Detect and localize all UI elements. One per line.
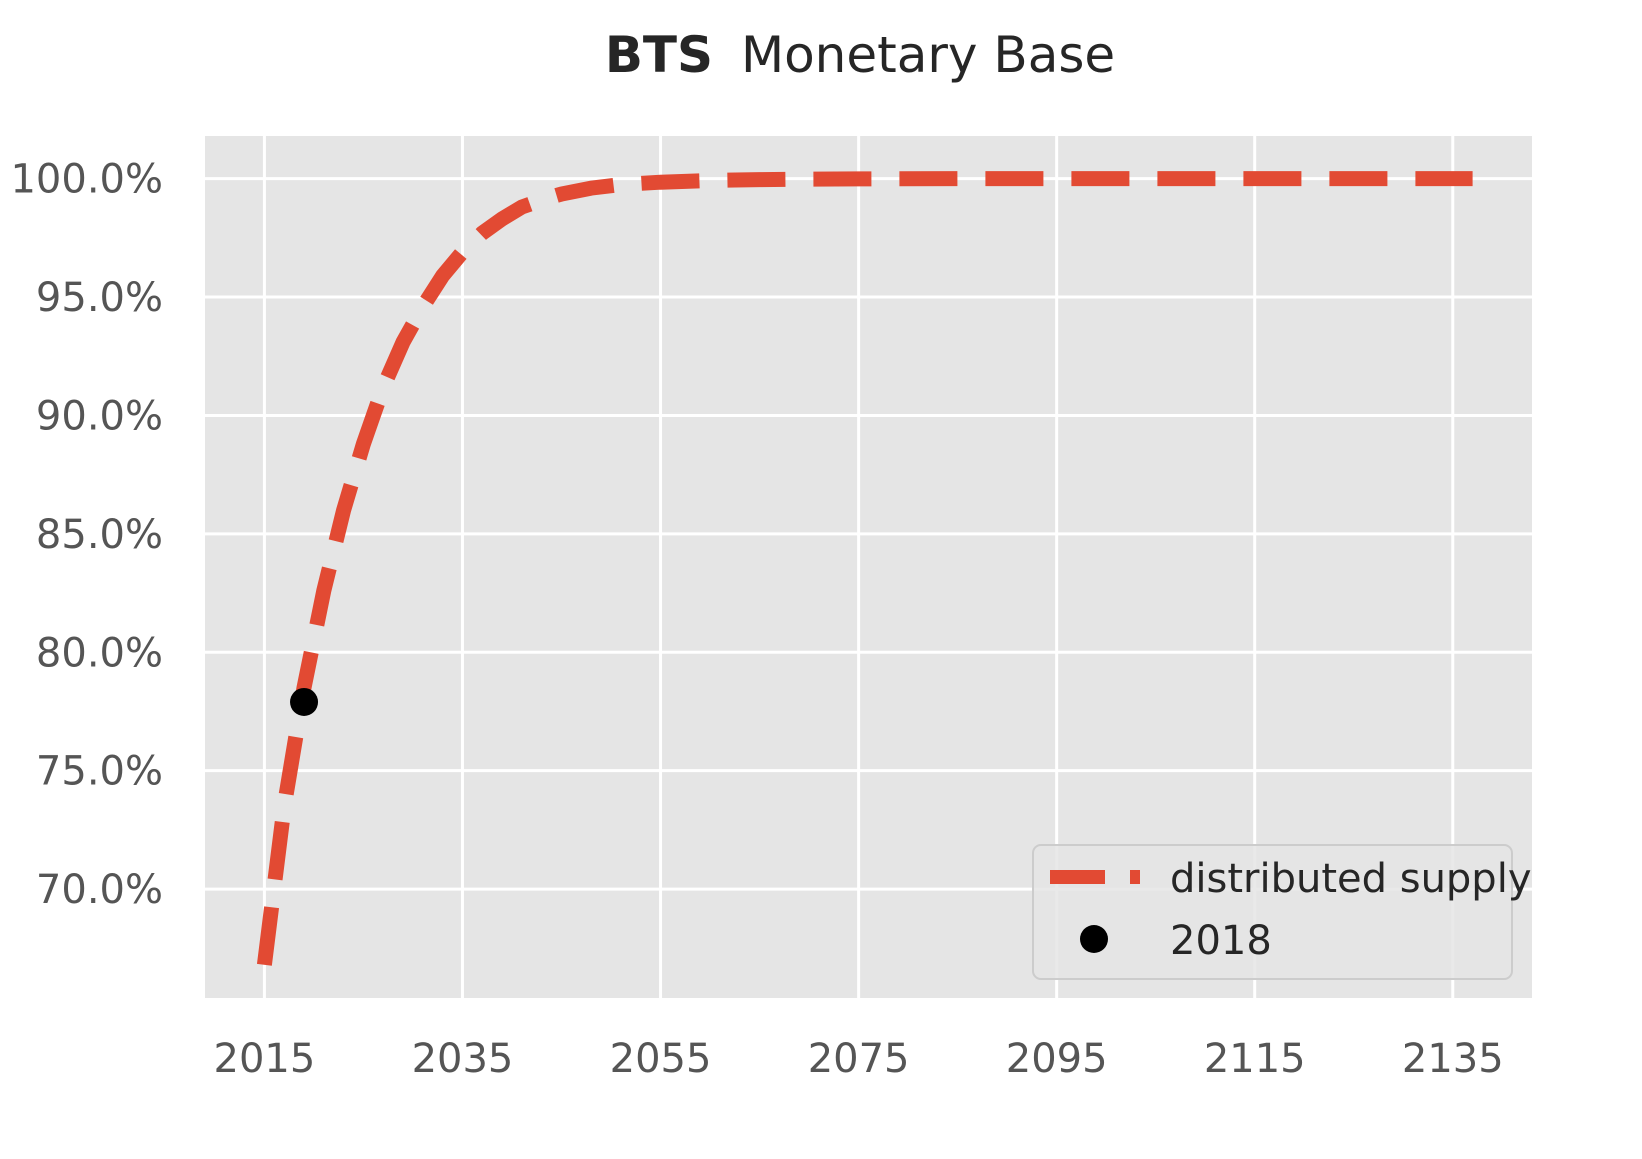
y-tick-label: 80.0% <box>36 630 163 676</box>
y-tick-label: 75.0% <box>36 749 163 795</box>
legend-marker-swatch <box>1080 925 1108 953</box>
y-tick-label: 90.0% <box>36 393 163 439</box>
series-layer <box>256 171 1473 966</box>
y-tick-label: 100.0% <box>10 157 163 203</box>
legend: distributed supply 2018 <box>1032 844 1531 980</box>
x-axis-tick-labels: 2015 2035 2055 2075 2095 2115 2135 <box>214 1036 1504 1082</box>
y-tick-label: 85.0% <box>36 512 163 558</box>
x-tick-label: 2015 <box>214 1036 316 1082</box>
y-tick-label: 70.0% <box>36 867 163 913</box>
chart-title: BTS Monetary Base <box>605 26 1115 84</box>
chart-title-rest: Monetary Base <box>741 26 1115 84</box>
x-tick-label: 2135 <box>1402 1036 1504 1082</box>
x-tick-label: 2055 <box>610 1036 712 1082</box>
x-tick-label: 2035 <box>412 1036 514 1082</box>
legend-label-distributed-supply: distributed supply <box>1170 856 1531 902</box>
data-point-2018 <box>290 687 319 716</box>
legend-label-2018: 2018 <box>1170 918 1272 964</box>
y-axis-tick-labels: 70.0% 75.0% 80.0% 85.0% 90.0% 95.0% 100.0% <box>10 157 163 913</box>
x-tick-label: 2095 <box>1006 1036 1108 1082</box>
y-tick-label: 95.0% <box>36 275 163 321</box>
series-line-distributed-supply <box>256 171 1473 966</box>
chart-title-bold: BTS <box>605 26 713 84</box>
x-tick-label: 2075 <box>808 1036 910 1082</box>
legend-box <box>1032 844 1513 980</box>
x-tick-label: 2115 <box>1204 1036 1306 1082</box>
